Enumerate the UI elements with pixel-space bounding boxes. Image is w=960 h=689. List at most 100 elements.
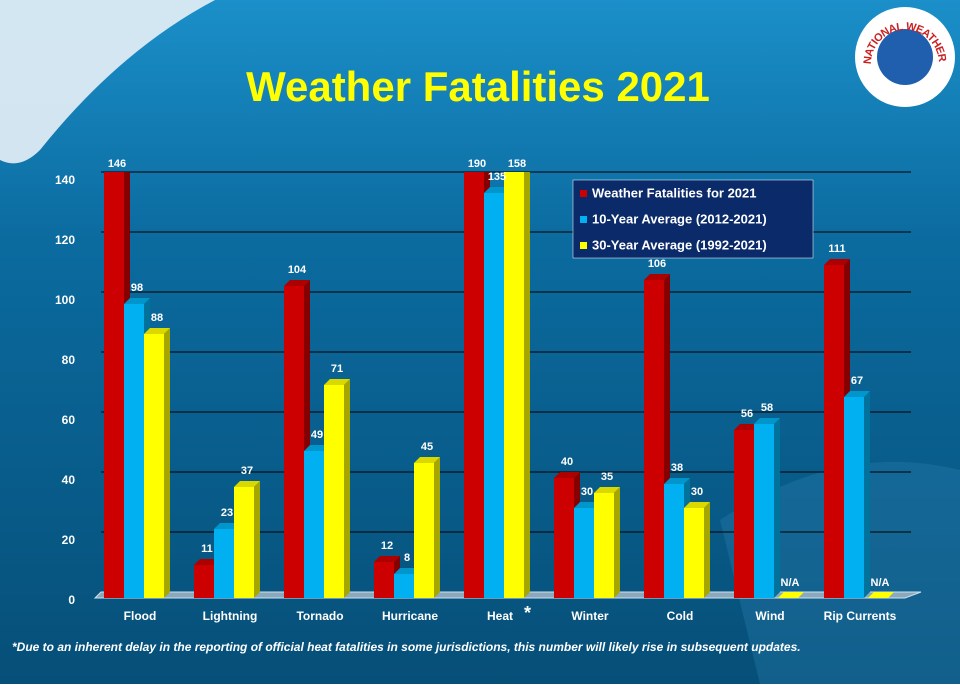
legend: Weather Fatalities for 2021 10-Year Avera… — [572, 179, 814, 259]
bar-top — [394, 568, 420, 574]
bar-top — [664, 478, 690, 484]
value-label: N/A — [871, 577, 890, 589]
bar-face — [234, 487, 254, 598]
bar-face — [394, 574, 414, 598]
bar-top — [844, 391, 870, 397]
bar-side — [864, 391, 870, 598]
bar-top — [754, 418, 780, 424]
bar-face — [844, 397, 864, 598]
bar-face — [684, 508, 704, 598]
bars — [104, 172, 894, 598]
value-label: 40 — [561, 456, 573, 468]
value-label: 35 — [601, 471, 613, 483]
bar — [144, 328, 170, 598]
value-label: 158 — [508, 158, 526, 170]
bar — [684, 502, 710, 598]
bar-top — [284, 280, 310, 286]
bar-top — [824, 259, 850, 265]
y-tick-label: 80 — [62, 353, 76, 367]
y-tick-label: 60 — [62, 413, 76, 427]
x-tick-label: Lightning — [203, 609, 258, 623]
value-label: 190 — [468, 158, 486, 170]
bar — [754, 418, 780, 598]
value-label: 88 — [151, 312, 163, 324]
bar-top — [484, 187, 510, 193]
x-tick-label: Tornado — [296, 609, 343, 623]
value-label: 30 — [581, 486, 593, 498]
bar-face — [464, 172, 484, 598]
value-label: 38 — [671, 462, 683, 474]
y-tick-label: 100 — [55, 293, 75, 307]
bar-face — [554, 478, 574, 598]
bar-top — [594, 487, 620, 493]
bar-face — [304, 451, 324, 598]
y-tick-label: 140 — [55, 173, 75, 187]
bar — [414, 457, 440, 598]
bar-side — [614, 487, 620, 598]
value-label: 37 — [241, 465, 253, 477]
legend-swatch — [580, 216, 587, 223]
value-label: 8 — [404, 552, 410, 564]
y-tick-label: 0 — [68, 593, 75, 607]
legend-label: Weather Fatalities for 2021 — [592, 185, 757, 200]
value-label: 49 — [311, 429, 323, 441]
bar-face — [574, 508, 594, 598]
chart-title: Weather Fatalities 2021 — [246, 63, 710, 110]
bar-side — [524, 172, 530, 598]
bar — [324, 379, 350, 598]
value-label: 135 — [488, 171, 506, 183]
bar — [234, 481, 260, 598]
bar — [504, 172, 530, 598]
legend-label: 30-Year Average (1992-2021) — [592, 237, 767, 252]
value-label: 23 — [221, 507, 233, 519]
bar-side — [704, 502, 710, 598]
x-tick-label: Wind — [755, 609, 784, 623]
bar — [594, 487, 620, 598]
bar-top — [144, 328, 170, 334]
na-sliver — [778, 592, 804, 598]
value-label: 104 — [288, 264, 307, 276]
x-tick-label: Cold — [667, 609, 694, 623]
na-sliver — [868, 592, 894, 598]
bar-face — [664, 484, 684, 598]
bar-face — [214, 529, 234, 598]
value-label: 56 — [741, 408, 753, 420]
annotation: * — [524, 603, 531, 623]
logo-center — [877, 29, 933, 85]
value-label: 58 — [761, 402, 773, 414]
value-label: 30 — [691, 486, 703, 498]
bar-top — [324, 379, 350, 385]
value-label: 71 — [331, 363, 343, 375]
bar-face — [324, 385, 344, 598]
bar-face — [644, 280, 664, 598]
bar-top — [374, 556, 400, 562]
bar-top — [194, 559, 220, 565]
x-tick-label: Flood — [124, 609, 157, 623]
legend-label: 10-Year Average (2012-2021) — [592, 211, 767, 226]
bar-top — [554, 472, 580, 478]
bar-top — [214, 523, 240, 529]
legend-box — [572, 179, 814, 259]
bar-side — [254, 481, 260, 598]
value-label: 45 — [421, 441, 433, 453]
bar-face — [754, 424, 774, 598]
legend-swatch — [580, 242, 587, 249]
value-label: 146 — [108, 158, 126, 170]
y-tick-label: 120 — [55, 233, 75, 247]
value-label: N/A — [781, 577, 800, 589]
bar-top — [734, 424, 760, 430]
bar-face — [504, 172, 524, 598]
bar-face — [414, 463, 434, 598]
bar-face — [594, 493, 614, 598]
bar-top — [684, 502, 710, 508]
bar-top — [574, 502, 600, 508]
bar-top — [414, 457, 440, 463]
bar-top — [234, 481, 260, 487]
bar-face — [194, 565, 214, 598]
bar-face — [824, 265, 844, 598]
bar — [844, 391, 870, 598]
bar-face — [284, 286, 304, 598]
bar-side — [344, 379, 350, 598]
